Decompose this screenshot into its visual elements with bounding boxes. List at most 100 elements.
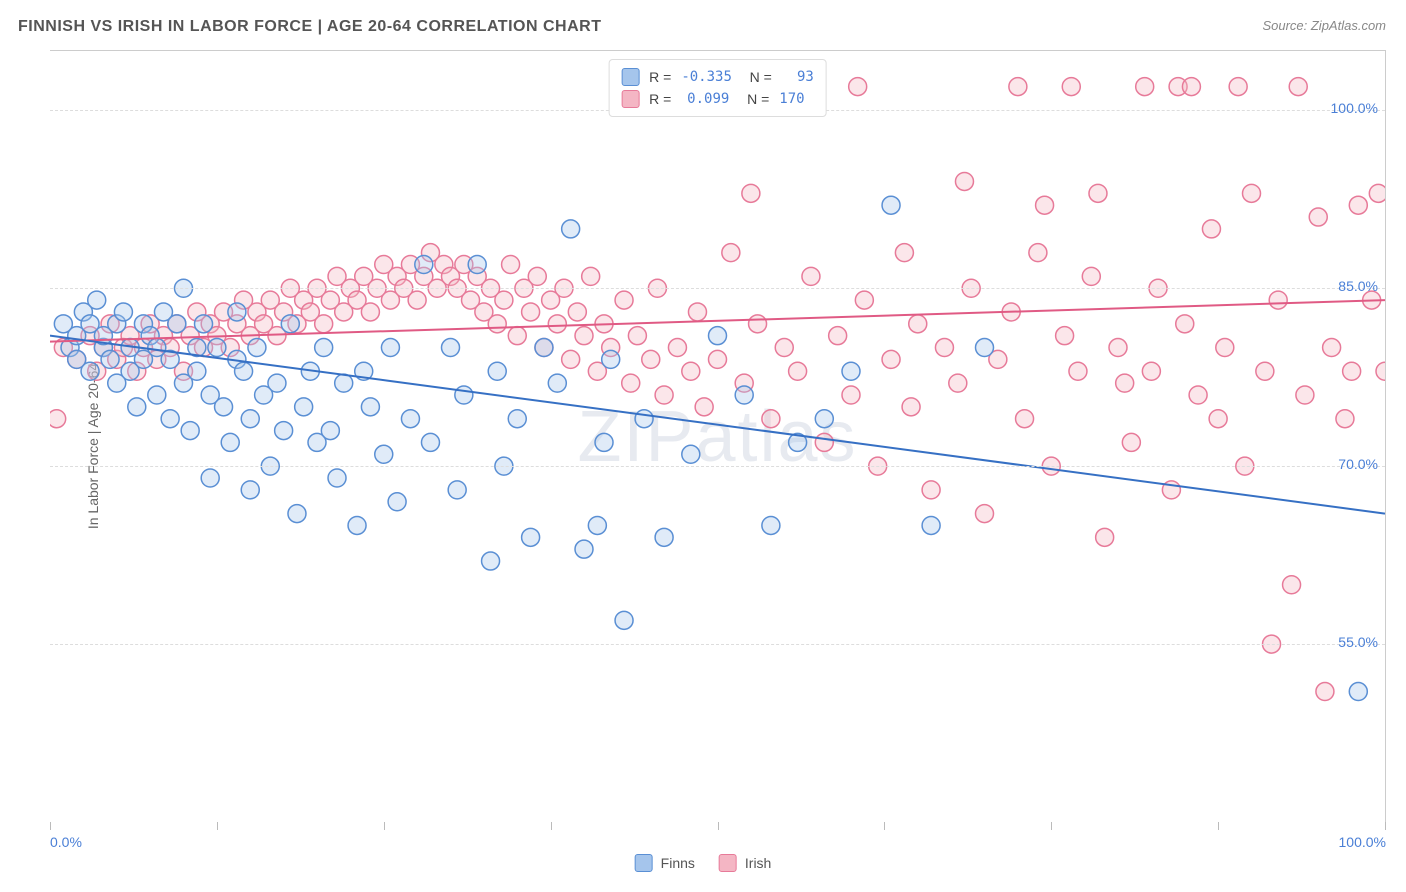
point-irish: [1036, 196, 1054, 214]
point-irish: [1269, 291, 1287, 309]
point-irish: [528, 267, 546, 285]
x-tick: [718, 822, 719, 830]
legend-item-irish: Irish: [719, 854, 771, 872]
point-finns: [922, 516, 940, 534]
point-finns: [548, 374, 566, 392]
point-finns: [595, 433, 613, 451]
point-finns: [615, 611, 633, 629]
point-irish: [1062, 78, 1080, 96]
point-irish: [408, 291, 426, 309]
point-finns: [655, 528, 673, 546]
point-finns: [241, 410, 259, 428]
point-irish: [1289, 78, 1307, 96]
point-irish: [682, 362, 700, 380]
point-finns: [228, 303, 246, 321]
point-finns: [401, 410, 419, 428]
point-irish: [722, 244, 740, 262]
point-finns: [128, 398, 146, 416]
n-value-irish: 170: [779, 91, 804, 107]
legend-row-finns: R = -0.335 N = 93: [621, 66, 814, 88]
swatch-finns: [621, 68, 639, 86]
point-finns: [315, 339, 333, 357]
point-irish: [1202, 220, 1220, 238]
point-irish: [895, 244, 913, 262]
swatch-irish: [621, 90, 639, 108]
point-finns: [482, 552, 500, 570]
chart-title: FINNISH VS IRISH IN LABOR FORCE | AGE 20…: [18, 18, 601, 36]
point-finns: [508, 410, 526, 428]
point-irish: [1182, 78, 1200, 96]
point-finns: [682, 445, 700, 463]
r-label: R =: [649, 91, 671, 107]
point-irish: [622, 374, 640, 392]
series-legend: Finns Irish: [635, 854, 772, 872]
point-irish: [1142, 362, 1160, 380]
point-irish: [789, 362, 807, 380]
point-irish: [615, 291, 633, 309]
point-irish: [1316, 683, 1334, 701]
legend-label-irish: Irish: [745, 855, 771, 871]
point-finns: [215, 398, 233, 416]
point-irish: [1376, 362, 1385, 380]
legend-row-irish: R = 0.099 N = 170: [621, 88, 814, 110]
point-irish: [1082, 267, 1100, 285]
point-irish: [575, 327, 593, 345]
point-irish: [315, 315, 333, 333]
point-irish: [1116, 374, 1134, 392]
point-finns: [195, 315, 213, 333]
point-irish: [849, 78, 867, 96]
x-tick: [1051, 822, 1052, 830]
x-tick-min: 0.0%: [50, 834, 82, 850]
r-value-finns: -0.335: [681, 69, 732, 85]
point-irish: [668, 339, 686, 357]
plot-area: ZIPatlas R = -0.335 N = 93 R = 0.099 N =…: [50, 50, 1386, 822]
point-finns: [882, 196, 900, 214]
x-tick: [1218, 822, 1219, 830]
n-label: N =: [742, 69, 772, 85]
plot-svg: [50, 51, 1385, 822]
x-tick-max: 100.0%: [1339, 834, 1386, 850]
y-tick-label: 70.0%: [1338, 456, 1378, 472]
point-irish: [1296, 386, 1314, 404]
point-finns: [842, 362, 860, 380]
point-finns: [602, 350, 620, 368]
point-irish: [909, 315, 927, 333]
point-finns: [455, 386, 473, 404]
point-irish: [1016, 410, 1034, 428]
point-finns: [235, 362, 253, 380]
point-irish: [855, 291, 873, 309]
point-irish: [582, 267, 600, 285]
point-irish: [922, 481, 940, 499]
point-irish: [1109, 339, 1127, 357]
point-irish: [935, 339, 953, 357]
point-irish: [1189, 386, 1207, 404]
point-irish: [1136, 78, 1154, 96]
point-finns: [221, 433, 239, 451]
point-irish: [1122, 433, 1140, 451]
point-irish: [508, 327, 526, 345]
point-finns: [442, 339, 460, 357]
point-irish: [815, 433, 833, 451]
point-irish: [1323, 339, 1341, 357]
point-irish: [642, 350, 660, 368]
point-irish: [775, 339, 793, 357]
point-irish: [1309, 208, 1327, 226]
point-finns: [522, 528, 540, 546]
point-irish: [1283, 576, 1301, 594]
point-irish: [1009, 78, 1027, 96]
point-finns: [709, 327, 727, 345]
r-label: R =: [649, 69, 671, 85]
point-finns: [815, 410, 833, 428]
point-finns: [88, 291, 106, 309]
point-finns: [421, 433, 439, 451]
legend-label-finns: Finns: [661, 855, 695, 871]
y-tick-label: 100.0%: [1331, 100, 1378, 116]
n-value-finns: 93: [782, 69, 814, 85]
point-finns: [288, 505, 306, 523]
point-irish: [742, 184, 760, 202]
point-irish: [1029, 244, 1047, 262]
point-irish: [1256, 362, 1274, 380]
point-irish: [976, 505, 994, 523]
point-finns: [321, 422, 339, 440]
point-irish: [562, 350, 580, 368]
